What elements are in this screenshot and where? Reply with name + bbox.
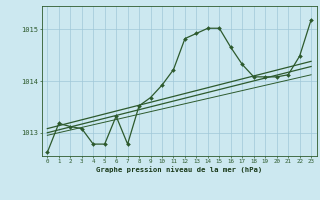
X-axis label: Graphe pression niveau de la mer (hPa): Graphe pression niveau de la mer (hPa) xyxy=(96,166,262,173)
